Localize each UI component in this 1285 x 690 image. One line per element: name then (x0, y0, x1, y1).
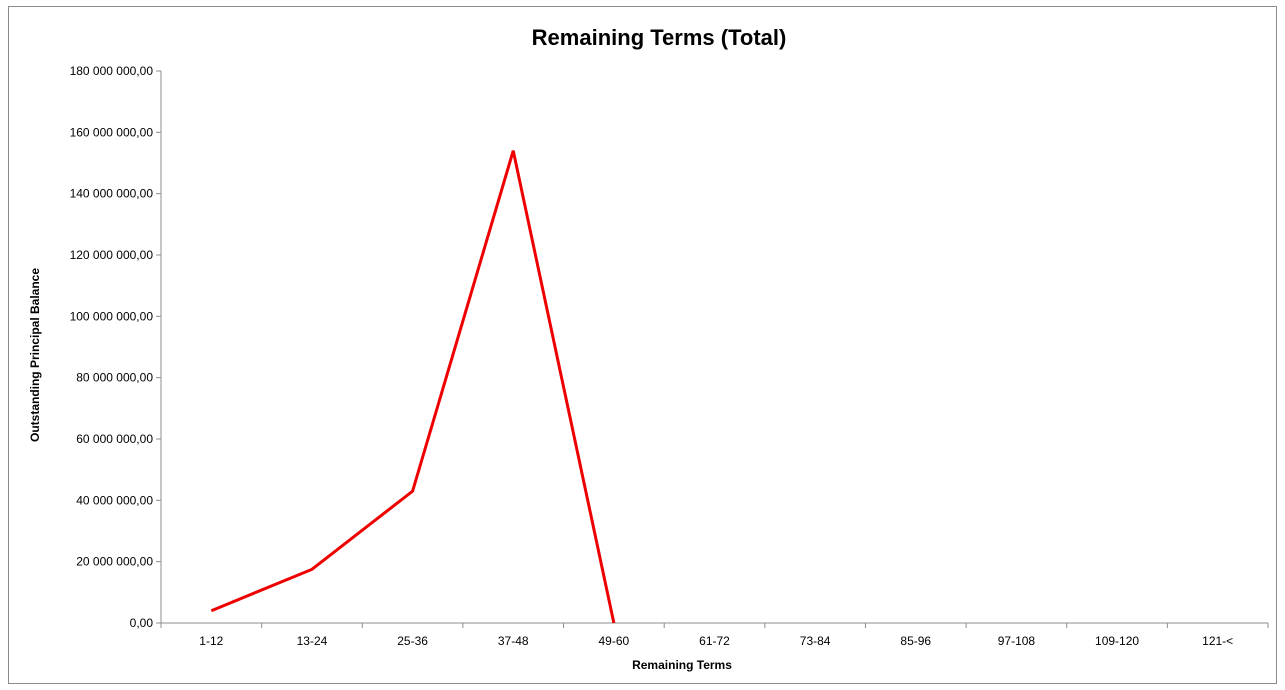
y-tick-label: 0,00 (130, 616, 154, 630)
chart-title: Remaining Terms (Total) (532, 25, 787, 50)
y-tick-label: 80 000 000,00 (76, 371, 153, 385)
x-tick-label: 85-96 (900, 634, 931, 648)
y-tick-label: 140 000 000,00 (70, 187, 154, 201)
y-tick-label: 20 000 000,00 (76, 555, 153, 569)
x-tick-label: 109-120 (1095, 634, 1139, 648)
line-chart: Remaining Terms (Total) Outstanding Prin… (28, 25, 1269, 672)
x-tick-label: 25-36 (397, 634, 428, 648)
plot-area: 0,00 20 000 000,00 40 000 000,00 60 000 000… (70, 64, 1269, 648)
x-tick-label: 37-48 (498, 634, 529, 648)
chart-area: Remaining Terms (Total) Outstanding Prin… (8, 6, 1277, 684)
x-tick-label: 13-24 (297, 634, 328, 648)
x-tick-label: 73-84 (800, 634, 831, 648)
y-tick-label: 40 000 000,00 (76, 493, 153, 507)
x-tick-label: 49-60 (599, 634, 630, 648)
series-line (210, 150, 616, 624)
y-tick-label: 160 000 000,00 (70, 125, 154, 139)
x-tick-label: 97-108 (998, 634, 1036, 648)
y-tick-label: 100 000 000,00 (70, 309, 154, 323)
x-tick-label: 61-72 (699, 634, 730, 648)
y-tick-label: 60 000 000,00 (76, 432, 153, 446)
y-axis-title: Outstanding Principal Balance (28, 268, 42, 442)
x-tick-label: 121-< (1202, 634, 1233, 648)
y-tick-label: 120 000 000,00 (70, 248, 154, 262)
y-tick-label: 180 000 000,00 (70, 64, 154, 78)
x-tick-label: 1-12 (199, 634, 223, 648)
x-axis-title: Remaining Terms (632, 658, 732, 672)
